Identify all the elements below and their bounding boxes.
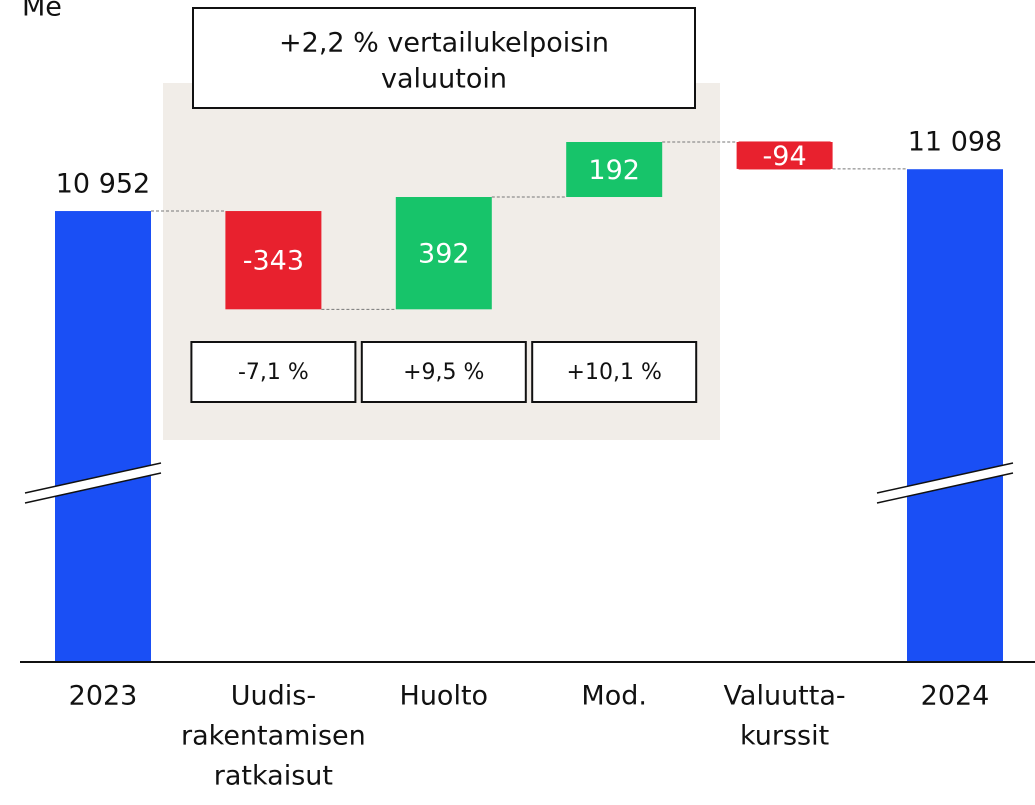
bar bbox=[395, 197, 492, 310]
axis-break-edge bbox=[876, 462, 1014, 494]
axis-break-edge bbox=[876, 472, 1014, 504]
x-tick-label: Valuutta- bbox=[724, 681, 846, 712]
x-tick-label: 2024 bbox=[921, 681, 990, 712]
x-tick-label: Mod. bbox=[581, 681, 647, 712]
x-tick-label: 2023 bbox=[69, 681, 138, 712]
segment-box bbox=[190, 341, 357, 403]
bar bbox=[907, 169, 1003, 662]
x-tick-label: Uudis- bbox=[231, 681, 316, 712]
axis-break bbox=[877, 463, 1013, 503]
value-label: -343 bbox=[243, 246, 304, 277]
value-label: 11 098 bbox=[908, 127, 1002, 158]
value-label: 392 bbox=[418, 239, 470, 270]
segment-label: +9,5 % bbox=[403, 360, 484, 385]
annotation: valuutoin bbox=[381, 64, 507, 95]
x-tick-label: rakentamisen bbox=[181, 721, 366, 752]
annotation: +2,2 % vertailukelpoisin bbox=[279, 28, 609, 59]
axis-break-edge bbox=[24, 462, 162, 494]
value-label: 192 bbox=[588, 155, 640, 186]
segment-box bbox=[360, 341, 527, 403]
y-axis-label: Me bbox=[22, 0, 62, 23]
value-label: 10 952 bbox=[56, 169, 150, 200]
x-tick-label: Huolto bbox=[400, 681, 489, 712]
x-tick-label: ratkaisut bbox=[214, 761, 333, 792]
segment-box bbox=[531, 341, 698, 403]
axis-break-edge bbox=[24, 472, 162, 504]
value-label-bg bbox=[738, 141, 831, 170]
bar bbox=[55, 211, 151, 662]
annotation-box bbox=[192, 7, 696, 109]
x-tick-label: kurssit bbox=[740, 721, 829, 752]
bar bbox=[225, 211, 322, 310]
axis-break bbox=[25, 463, 161, 503]
bar bbox=[566, 142, 663, 198]
segment-label: +10,1 % bbox=[567, 360, 662, 385]
value-label: -94 bbox=[763, 141, 807, 172]
segment-label: -7,1 % bbox=[238, 360, 309, 385]
